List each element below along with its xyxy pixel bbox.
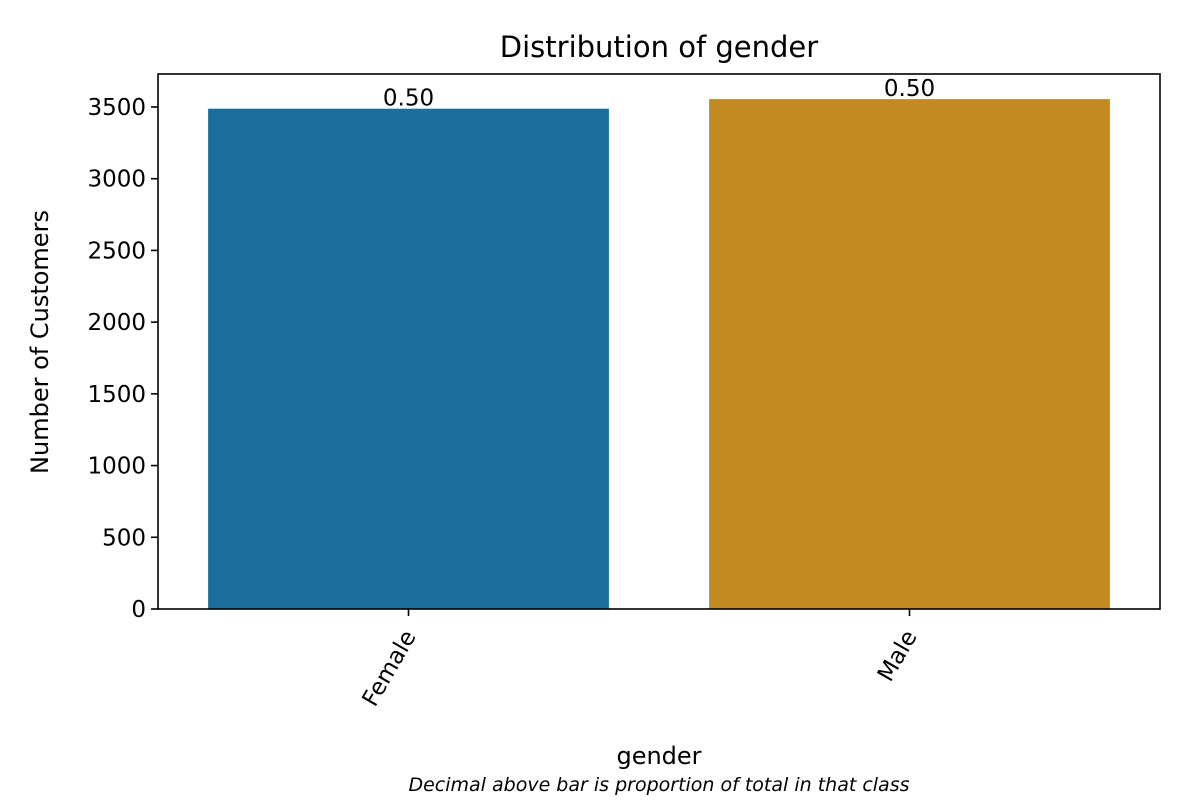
- x-axis: Female Male: [358, 609, 923, 711]
- plot-frame: [157, 73, 1161, 610]
- y-axis: 0 500 1000 1500 2000 2500 3000 3500: [87, 95, 158, 623]
- bar-male: [709, 99, 1110, 610]
- bar-labels-group: 0.50 0.50: [383, 76, 935, 112]
- x-tick-label: Female: [358, 626, 422, 711]
- y-tick-label: 0: [131, 597, 146, 623]
- footnote: Decimal above bar is proportion of total…: [408, 774, 909, 796]
- bars-group: [208, 99, 1110, 610]
- bar-female: [208, 108, 609, 610]
- x-tick-label: Male: [873, 626, 923, 686]
- x-axis-label: gender: [616, 742, 701, 770]
- y-tick-label: 1500: [87, 382, 146, 408]
- y-tick-label: 3500: [87, 95, 146, 121]
- chart-title: Distribution of gender: [500, 30, 818, 64]
- y-tick-label: 3000: [87, 167, 146, 193]
- y-axis-label: Number of Customers: [26, 210, 54, 474]
- y-tick-label: 2000: [87, 310, 146, 336]
- bar-value-label: 0.50: [884, 76, 935, 102]
- y-tick-label: 500: [102, 525, 146, 551]
- bar-value-label: 0.50: [383, 86, 434, 112]
- y-tick-label: 1000: [87, 454, 146, 480]
- y-tick-label: 2500: [87, 238, 146, 264]
